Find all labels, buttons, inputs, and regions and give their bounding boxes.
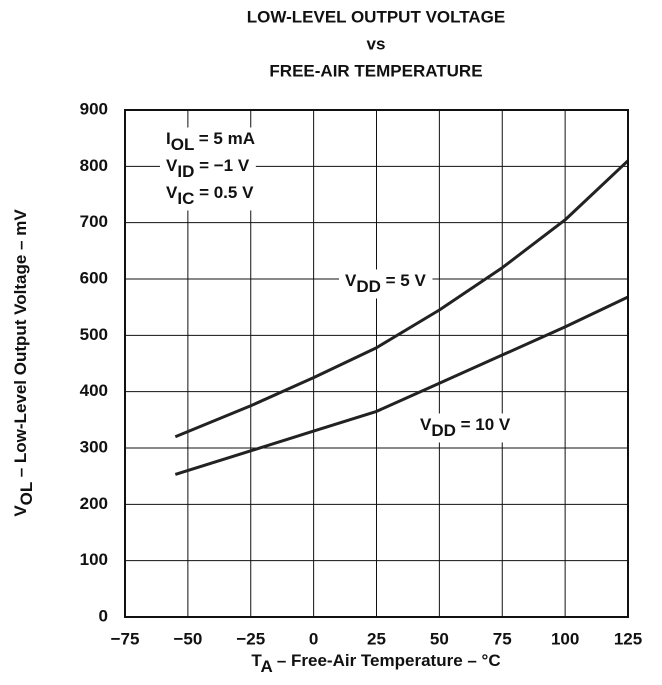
y-tick-label: 900 (80, 99, 108, 118)
annotation: IOL = 5 mA (166, 129, 255, 154)
x-tick-label: 75 (493, 629, 512, 648)
chart-title: vs (367, 34, 386, 53)
y-tick-label: 700 (80, 212, 108, 231)
texts: 0 100 200 300 400 500 600 700 800 900 −75 −50 −25 0 25… (11, 7, 642, 676)
label-background (160, 127, 261, 157)
label-background (160, 181, 261, 211)
y-tick-label: 200 (80, 494, 108, 513)
x-tick-label: 0 (309, 629, 318, 648)
y-axis-label-rest: – Low-Level Output Voltage – mV (11, 209, 30, 482)
label-background (339, 269, 433, 299)
x-tick-label: 125 (614, 629, 642, 648)
x-tick-label: −75 (111, 629, 140, 648)
x-axis-label-rest: – Free-Air Temperature – °C (272, 651, 501, 670)
annotation: VID = −1 V (166, 156, 250, 181)
annotation-rest: = 5 mA (194, 129, 255, 148)
x-tick-label: 100 (551, 629, 579, 648)
series-label-rest: = 10 V (456, 415, 511, 434)
series-label-rest: = 5 V (381, 271, 427, 290)
x-tick-label: 50 (430, 629, 449, 648)
line (174, 159, 630, 439)
x-axis-label: TA – Free-Air Temperature – °C (251, 651, 500, 676)
x-tick-label: 25 (367, 629, 386, 648)
marks (174, 159, 630, 476)
annotation-sub: ID (177, 162, 194, 181)
label-background (160, 154, 256, 184)
y-tick-label: 400 (80, 381, 108, 400)
chart-title: FREE-AIR TEMPERATURE (269, 61, 482, 80)
y-axis-label: VOL – Low-Level Output Voltage – mV (11, 209, 36, 517)
series-label-sub: DD (356, 277, 381, 296)
plot-frame (124, 109, 629, 618)
line (174, 295, 629, 476)
x-axis-label-main: T (251, 651, 262, 670)
y-axis-label-sub: OL (17, 482, 36, 505)
annotation: VIC = 0.5 V (166, 183, 254, 208)
x-tick-label: −25 (236, 629, 265, 648)
y-tick-label: 0 (99, 606, 108, 625)
annotation-sub: OL (171, 135, 194, 154)
x-axis-label-sub: A (260, 657, 272, 676)
annotation-rest: = 0.5 V (194, 183, 254, 202)
series-label: VDD = 10 V (420, 415, 511, 440)
annotation-main: V (166, 156, 178, 175)
x-tick-label: −50 (173, 629, 202, 648)
y-tick-label: 300 (80, 437, 108, 456)
annotation-main: I (166, 129, 171, 148)
chart-title: LOW-LEVEL OUTPUT VOLTAGE (247, 7, 505, 26)
y-tick-label: 500 (80, 325, 108, 344)
y-tick-label: 100 (80, 550, 108, 569)
annotation-sub: IC (177, 189, 194, 208)
y-tick-label: 800 (80, 156, 108, 175)
series-label: VDD = 5 V (345, 271, 426, 296)
annotation-rest: = −1 V (194, 156, 249, 175)
series-label-main: V (420, 415, 432, 434)
y-axis-label-main: V (11, 505, 30, 517)
label-backgrounds (160, 127, 517, 443)
series-label-main: V (345, 271, 357, 290)
label-background (414, 413, 517, 443)
y-tick-label: 600 (80, 268, 108, 287)
series-label-sub: DD (431, 421, 456, 440)
annotation-main: V (166, 183, 178, 202)
